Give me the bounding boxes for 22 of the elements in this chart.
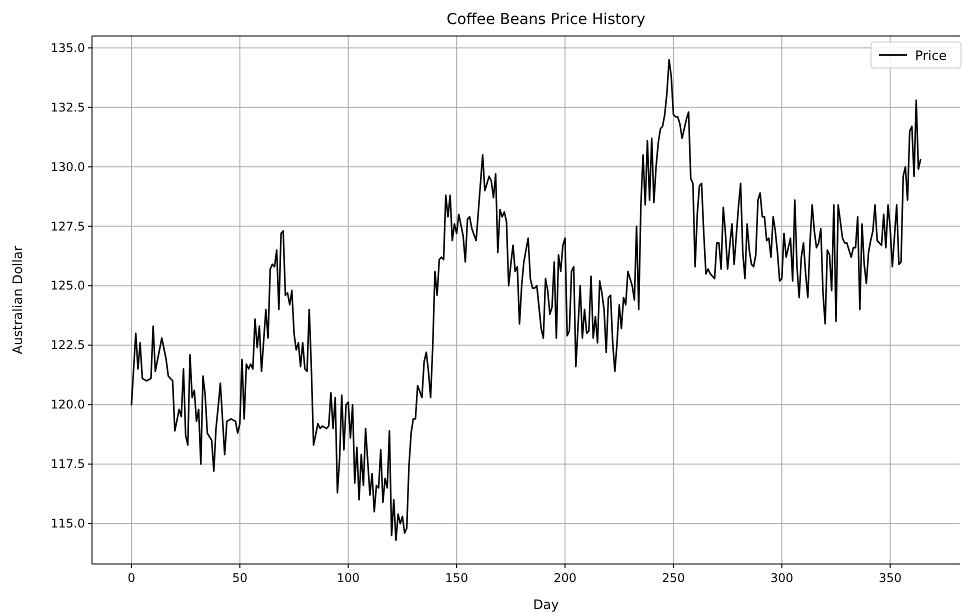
y-tick-label: 115.0 [50, 516, 85, 531]
x-axis-title: Day [533, 598, 560, 613]
y-tick-label: 125.0 [50, 278, 85, 293]
x-tick-label: 50 [232, 571, 248, 585]
x-tick-label: 250 [662, 571, 685, 585]
x-tick-label: 300 [770, 571, 794, 585]
y-tick-label: 132.5 [50, 100, 85, 114]
y-tick-label: 127.5 [50, 219, 85, 234]
x-tick-label: 0 [128, 571, 136, 585]
legend-label: Price [915, 49, 947, 64]
line-series [130, 58, 922, 542]
y-tick-label: 135.0 [50, 40, 85, 55]
y-axis-title: Australian Dollar [11, 245, 26, 354]
y-tick-label: 130.0 [50, 160, 85, 174]
y-tick-label: 122.5 [50, 338, 85, 352]
y-tick-label: 120.0 [50, 398, 85, 412]
y-tick-label: 117.5 [50, 457, 85, 472]
x-tick-label: 150 [445, 571, 468, 585]
x-tick-label: 200 [554, 571, 576, 585]
chart-title: Coffee Beans Price History [446, 10, 646, 28]
x-tick-label: 100 [336, 571, 360, 585]
x-tick-label: 350 [878, 571, 902, 585]
